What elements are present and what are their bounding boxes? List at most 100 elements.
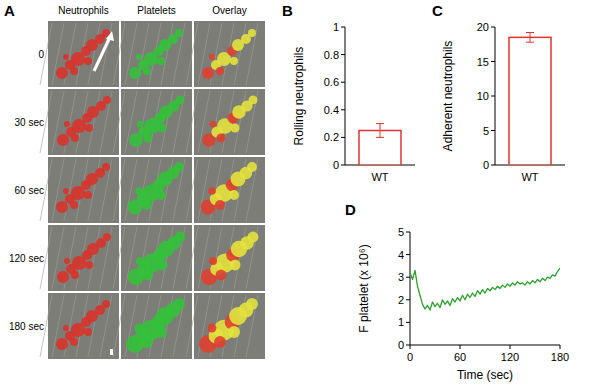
y-tick: [491, 165, 495, 166]
micrograph: [113, 157, 192, 223]
tile-background: [121, 21, 192, 87]
cell: [135, 187, 142, 194]
panel-label: D: [345, 201, 356, 218]
error-cap: [376, 123, 384, 124]
error-bar: [376, 124, 384, 138]
y-tick-label: 4: [398, 249, 404, 261]
texture: [173, 91, 185, 153]
cell: [102, 300, 110, 308]
cell: [208, 324, 217, 333]
y-tick: [341, 54, 345, 55]
y-tick: [406, 254, 410, 255]
y-tick: [491, 130, 495, 131]
cell: [175, 232, 186, 243]
micrograph: [113, 293, 192, 359]
cell: [142, 200, 152, 210]
line-series: [410, 268, 560, 310]
x-tick: [560, 345, 561, 349]
chart: D012345F platelet (x 10⁶)060120180Time (…: [345, 201, 569, 382]
micrograph: [40, 225, 119, 291]
cell: [56, 67, 68, 79]
cell: [63, 188, 69, 194]
texture: [113, 295, 125, 357]
tile-background: [121, 293, 192, 359]
x-axis-line: [410, 345, 560, 346]
cell: [208, 187, 215, 194]
texture: [246, 159, 258, 221]
tile-background: [194, 225, 265, 291]
texture: [113, 227, 125, 289]
y-tick: [341, 165, 345, 166]
micrograph: [40, 157, 119, 223]
error-cap: [526, 32, 534, 33]
y-tick-label: 15: [477, 56, 489, 68]
y-tick: [406, 299, 410, 300]
flow-arrow: [94, 37, 110, 71]
texture: [100, 295, 112, 357]
cell: [248, 232, 259, 243]
cell: [103, 233, 111, 241]
texture: [113, 23, 125, 85]
y-tick: [491, 27, 495, 28]
panel-label: A: [4, 2, 15, 19]
cell: [156, 190, 166, 200]
cell: [64, 258, 70, 264]
micrograph: [113, 21, 192, 87]
texture: [246, 227, 258, 289]
cell: [85, 124, 93, 132]
micrograph: [40, 21, 119, 87]
cell: [143, 270, 154, 281]
y-tick: [406, 322, 410, 323]
plot-area: [509, 33, 551, 165]
x-tick-label: 60: [454, 351, 466, 363]
row-label: 0: [38, 49, 44, 60]
texture: [173, 295, 185, 357]
bar: [509, 37, 551, 165]
column-header: Overlay: [212, 5, 246, 16]
plot-area: [410, 268, 560, 310]
cell: [176, 96, 185, 105]
cell: [57, 134, 69, 146]
y-tick: [406, 232, 410, 233]
cell: [84, 57, 92, 65]
cell: [209, 257, 217, 265]
cell: [216, 67, 224, 75]
y-tick-label: 0: [333, 159, 339, 171]
cell: [215, 200, 225, 210]
scale-bar: [110, 349, 113, 355]
y-axis-label: Adherent neutrophils: [441, 41, 455, 152]
cell: [129, 67, 141, 79]
cell: [137, 121, 144, 128]
cell: [71, 271, 79, 279]
cell: [141, 336, 153, 348]
texture: [100, 227, 112, 289]
y-axis-label: F platelet (x 10⁶): [357, 244, 371, 332]
column-header: Platelets: [137, 5, 175, 16]
tile-background: [194, 157, 265, 223]
figure: ANeutrophilsPlateletsOverlay030 sec60 se…: [0, 0, 600, 387]
cell: [63, 54, 69, 60]
flow-arrowhead: [106, 31, 114, 41]
error-stem: [530, 33, 531, 43]
y-tick-label: 1: [398, 316, 404, 328]
cell: [209, 54, 215, 60]
cell: [173, 298, 185, 310]
error-cap: [376, 137, 384, 138]
texture: [40, 227, 52, 289]
cell: [70, 201, 78, 209]
cell: [136, 257, 144, 265]
cell: [210, 121, 217, 128]
cell: [175, 29, 183, 37]
y-tick-label: 0.8: [324, 49, 339, 61]
cell: [70, 338, 78, 346]
row-label: 180 sec: [9, 321, 44, 332]
y-tick-label: 2: [398, 294, 404, 306]
texture: [100, 159, 112, 221]
texture: [40, 295, 52, 357]
micrograph: [186, 225, 265, 291]
texture: [113, 91, 125, 153]
texture: [186, 159, 198, 221]
y-tick-label: 0.4: [324, 104, 339, 116]
x-tick: [510, 345, 511, 349]
texture: [88, 295, 100, 357]
